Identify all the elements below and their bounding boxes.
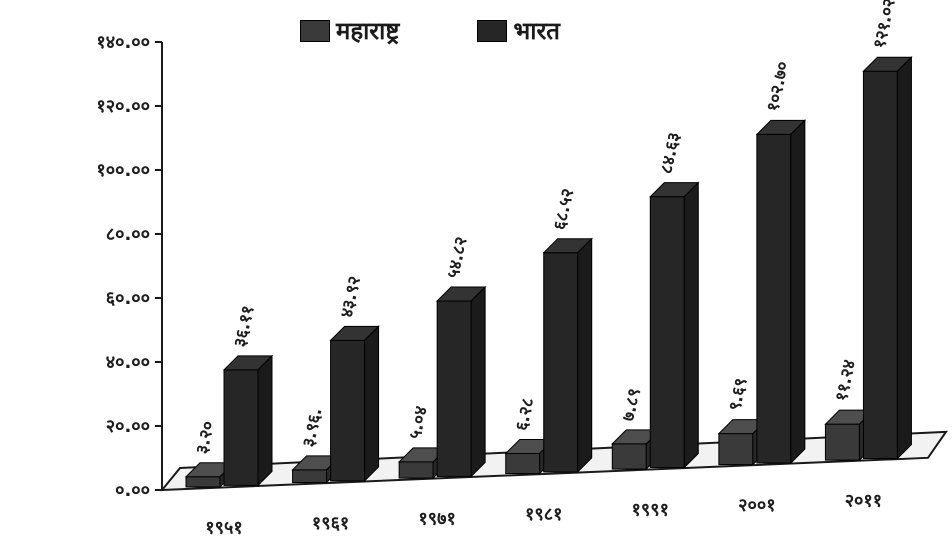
data-label-india: ८४.६३ [657, 131, 685, 176]
bar-front-face [398, 461, 434, 479]
data-label-india: १०२.७० [763, 60, 793, 114]
bar-front-face [292, 469, 328, 484]
y-tick-label: २०.०० [106, 416, 150, 437]
data-label-maharashtra: ९.६९ [725, 376, 751, 412]
bar-india [755, 119, 807, 465]
bar-front-face [543, 252, 579, 473]
y-tick-label: ६०.०० [106, 288, 150, 309]
data-label-india: १२१.०२ [870, 0, 900, 50]
data-label-maharashtra: ५.०४ [405, 404, 431, 441]
x-category-label: १९९१ [632, 499, 669, 520]
legend-item-india: भारत [477, 14, 560, 47]
bar-side-face [790, 119, 806, 465]
data-label-maharashtra: ३.९६. [299, 406, 327, 449]
data-label-maharashtra: ११.२४ [832, 358, 860, 403]
data-label-maharashtra: ३.२० [192, 419, 218, 456]
bar-front-face [223, 369, 259, 486]
data-label-maharashtra: ६.२८ [512, 396, 538, 433]
bar-front-face [436, 300, 472, 477]
x-category-label: १९८१ [525, 504, 562, 525]
data-label-india: ३६.११ [230, 304, 258, 349]
bar-india [542, 237, 593, 474]
y-tick-label: १२०.०० [96, 96, 150, 117]
data-label-maharashtra: ७.८९ [619, 386, 645, 422]
bar-front-face [330, 339, 366, 482]
bar-front-face [649, 196, 685, 468]
legend-swatch-maharashtra [300, 19, 330, 42]
data-label-india: ५४.८२ [443, 235, 471, 280]
legend: महाराष्ट्र भारत [300, 14, 560, 47]
bar-side-face [577, 237, 593, 474]
y-tick-label: ०.०० [115, 480, 150, 501]
bar-india [222, 354, 274, 487]
bar-side-face [257, 354, 273, 487]
data-label-india: ४३.९२ [337, 274, 365, 319]
x-category-label: १९७१ [418, 508, 455, 529]
bar-front-face [505, 452, 541, 475]
bar-front-face [611, 443, 647, 470]
bar-front-face [756, 133, 792, 464]
data-label-india: ६८.५२ [550, 187, 578, 232]
bar-india [329, 325, 380, 483]
bar-front-face [185, 476, 221, 488]
legend-swatch-india [477, 19, 508, 42]
bar-front-face [824, 423, 860, 461]
bar-front-face [862, 70, 898, 460]
bar-india [649, 181, 700, 469]
x-category-label: २०११ [845, 491, 882, 512]
x-axis-labels: १९५१ १९६१ १९७१ १९८१ १९९१ २००१ २०११ [205, 491, 882, 539]
legend-label-maharashtra: महाराष्ट्र [336, 17, 400, 45]
bar-side-face [364, 325, 380, 483]
bar-side-face [470, 285, 486, 478]
x-category-label: १९६१ [312, 513, 349, 534]
y-axis: ०.०० २०.०० ४०.०० ६०.०० ८०.०० १००.०० १२०.०० १४०.… [96, 32, 163, 501]
x-category-label: १९५१ [205, 517, 242, 538]
bar-side-face [683, 181, 699, 469]
bar-india [862, 56, 913, 460]
y-tick-label: ८०.०० [106, 224, 150, 245]
y-tick-label: १००.०० [96, 160, 150, 181]
y-tick-label: १४०.०० [96, 32, 150, 53]
bar-side-face [896, 56, 912, 460]
bar-india [435, 285, 487, 478]
y-tick-label: ४०.०० [106, 352, 150, 373]
bar-front-face [718, 433, 754, 466]
bars-group [184, 56, 913, 489]
x-category-label: २००१ [738, 495, 775, 516]
legend-item-maharashtra: महाराष्ट्र [300, 14, 399, 47]
legend-label-india: भारत [513, 17, 560, 45]
